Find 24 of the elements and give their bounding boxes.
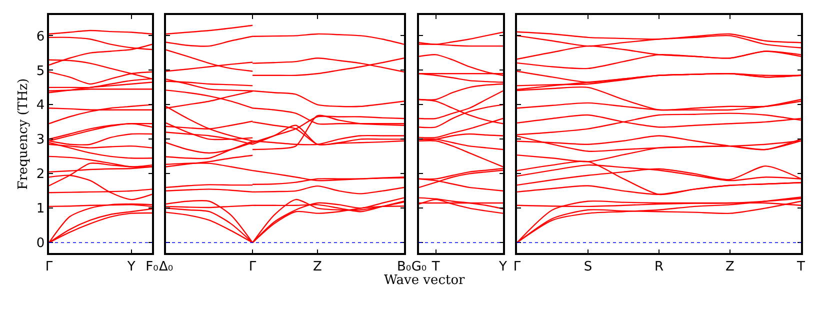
y-tick-label: 0 bbox=[36, 236, 45, 252]
y-tick-label: 6 bbox=[36, 29, 45, 44]
x-tick-label: F₀ bbox=[146, 259, 158, 274]
y-tick-label: 1 bbox=[36, 202, 45, 217]
x-tick-label: Γ bbox=[248, 259, 257, 274]
x-tick-label: T bbox=[796, 259, 806, 274]
x-tick-label: Γ bbox=[45, 259, 54, 274]
x-tick-label: Y bbox=[498, 259, 508, 274]
x-tick-label: Δ₀ bbox=[158, 259, 174, 274]
x-tick-label: T bbox=[430, 259, 440, 274]
x-tick-label: B₀ bbox=[396, 259, 412, 274]
y-axis-title: Frequency (THz) bbox=[16, 78, 31, 190]
x-tick-label: G₀ bbox=[411, 259, 427, 274]
x-axis-title: Wave vector bbox=[384, 273, 466, 288]
x-tick-label: Z bbox=[726, 259, 735, 274]
y-tick-label: 2 bbox=[36, 167, 45, 182]
x-tick-label: S bbox=[584, 259, 592, 274]
x-tick-label: Y bbox=[126, 259, 136, 274]
y-tick-label: 3 bbox=[36, 132, 45, 148]
x-tick-label: Γ bbox=[513, 259, 522, 274]
y-tick-label: 4 bbox=[36, 98, 45, 114]
x-tick-label: R bbox=[654, 259, 664, 274]
x-tick-label: Z bbox=[312, 259, 322, 274]
y-tick-label: 5 bbox=[36, 64, 45, 79]
